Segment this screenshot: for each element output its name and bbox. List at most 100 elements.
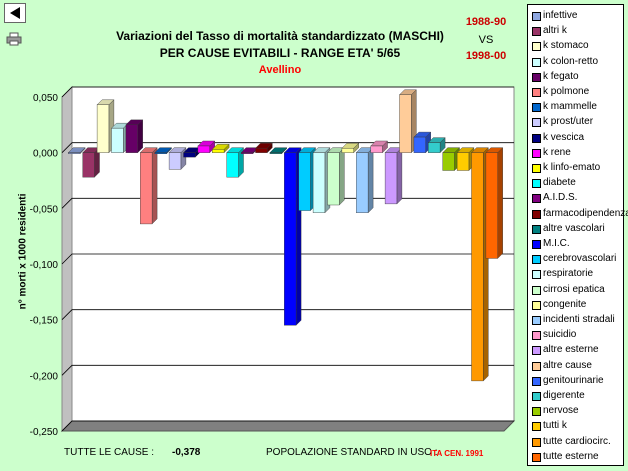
legend-label: tutte esterne	[543, 450, 599, 462]
back-button[interactable]	[4, 3, 26, 23]
chart-title: Variazioni del Tasso di mortalità standa…	[116, 29, 444, 43]
legend-swatch	[532, 361, 541, 371]
legend-label: cerebrovascolari	[543, 253, 617, 265]
legend-label: suicidio	[543, 329, 577, 341]
legend-swatch	[532, 376, 541, 386]
legend-swatch	[532, 316, 541, 325]
gridline	[61, 309, 514, 320]
gridline	[61, 142, 514, 153]
plot-floor	[60, 420, 516, 432]
bar	[341, 142, 360, 154]
bar	[139, 147, 158, 225]
bar	[427, 137, 446, 154]
legend-swatch	[532, 346, 541, 356]
legend-swatch	[532, 407, 541, 417]
bar	[384, 147, 403, 205]
legend-swatch	[532, 42, 541, 52]
legend-label: altre esterne	[543, 344, 599, 356]
legend-swatch	[532, 452, 541, 462]
bar	[255, 142, 273, 154]
bar	[370, 140, 388, 154]
bar	[485, 147, 504, 259]
bar	[355, 147, 374, 214]
legend-label: k fegato	[543, 70, 579, 82]
legend-swatch	[532, 422, 541, 432]
legend-swatch	[532, 27, 541, 37]
total-causes-value: -0,378	[172, 447, 201, 458]
legend-label: incidenti stradali	[543, 314, 615, 325]
total-causes-label: TUTTE LE CAUSE :	[64, 447, 155, 458]
y-tick-label: -0,150	[30, 316, 59, 327]
bar	[67, 147, 86, 155]
legend-swatch	[532, 133, 541, 143]
legend-label: genitourinarie	[543, 374, 604, 386]
chart-subtitle: PER CAUSE EVITABILI - RANGE ETA' 5/65	[159, 46, 401, 60]
legend-label: k mammelle	[543, 101, 597, 113]
bar	[168, 147, 187, 170]
legend-label: k stomaco	[543, 40, 589, 52]
bar	[269, 147, 288, 155]
legend-swatch	[532, 331, 541, 341]
bar	[125, 119, 144, 154]
legend-swatch	[532, 103, 541, 113]
legend-label: altri k	[543, 25, 567, 37]
area-name: Avellino	[258, 64, 302, 76]
standard-population-value: ITA CEN. 1991	[430, 449, 484, 458]
legend-swatch	[532, 179, 541, 189]
legend-label: digerente	[543, 390, 585, 401]
legend-swatch	[532, 118, 541, 128]
printer-icon[interactable]	[6, 32, 22, 46]
period-vs: VS	[478, 34, 494, 46]
legend-swatch	[532, 72, 541, 82]
legend-swatch	[532, 240, 541, 249]
legend-swatch	[532, 164, 541, 173]
gridline	[61, 86, 514, 98]
legend-label: congenite	[543, 298, 587, 310]
y-tick-label: -0,200	[30, 371, 59, 382]
legend-label: k colon-retto	[543, 55, 599, 67]
bar	[211, 143, 230, 154]
gridline	[61, 420, 514, 432]
back-arrow-icon	[10, 7, 20, 19]
legend-swatch	[532, 255, 541, 265]
legend-swatch	[532, 194, 541, 204]
legend-label: k prost/uter	[543, 116, 594, 128]
legend-label: k rene	[543, 146, 571, 158]
legend-label: cirrosi epatica	[543, 283, 605, 295]
y-tick-label: -0,100	[30, 260, 59, 271]
y-tick-label: 0,050	[33, 93, 58, 104]
legend-swatch	[532, 270, 541, 280]
bar	[82, 147, 100, 178]
legend-label: A.I.D.S.	[543, 192, 578, 204]
chart-legend: infettive altri k k stomaco k colon-retto k …	[527, 4, 628, 466]
bar	[197, 140, 216, 154]
bar	[154, 147, 172, 155]
legend-label: tutti k	[543, 420, 567, 432]
bar	[226, 147, 244, 178]
legend-swatch	[532, 392, 541, 401]
period-from: 1988-90	[465, 16, 507, 28]
legend-label: respiratorie	[543, 268, 594, 280]
legend-swatch	[532, 57, 541, 67]
y-tick-label: 0,000	[33, 149, 58, 160]
gridline	[61, 253, 514, 265]
standard-population-label: POPOLAZIONE STANDARD IN USO :	[266, 447, 438, 458]
legend-label: farmacodipendenza	[543, 207, 628, 219]
legend-label: k linfo-emato	[543, 162, 601, 173]
legend-swatch	[532, 437, 541, 447]
legend-label: tutte cardiocirc.	[543, 435, 611, 447]
period-to: 1998-00	[465, 50, 507, 62]
legend-label: k polmone	[543, 86, 590, 97]
legend-swatch	[532, 12, 541, 21]
legend-label: altre vascolari	[543, 222, 605, 234]
legend-label: infettive	[543, 10, 578, 21]
legend-swatch	[532, 88, 541, 97]
legend-swatch	[532, 148, 541, 158]
legend-label: diabete	[543, 177, 576, 189]
gridline	[61, 364, 514, 376]
bar	[327, 147, 345, 206]
legend-label: M.I.C.	[543, 238, 570, 249]
y-tick-label: -0,250	[30, 427, 59, 438]
legend-swatch	[532, 209, 541, 219]
